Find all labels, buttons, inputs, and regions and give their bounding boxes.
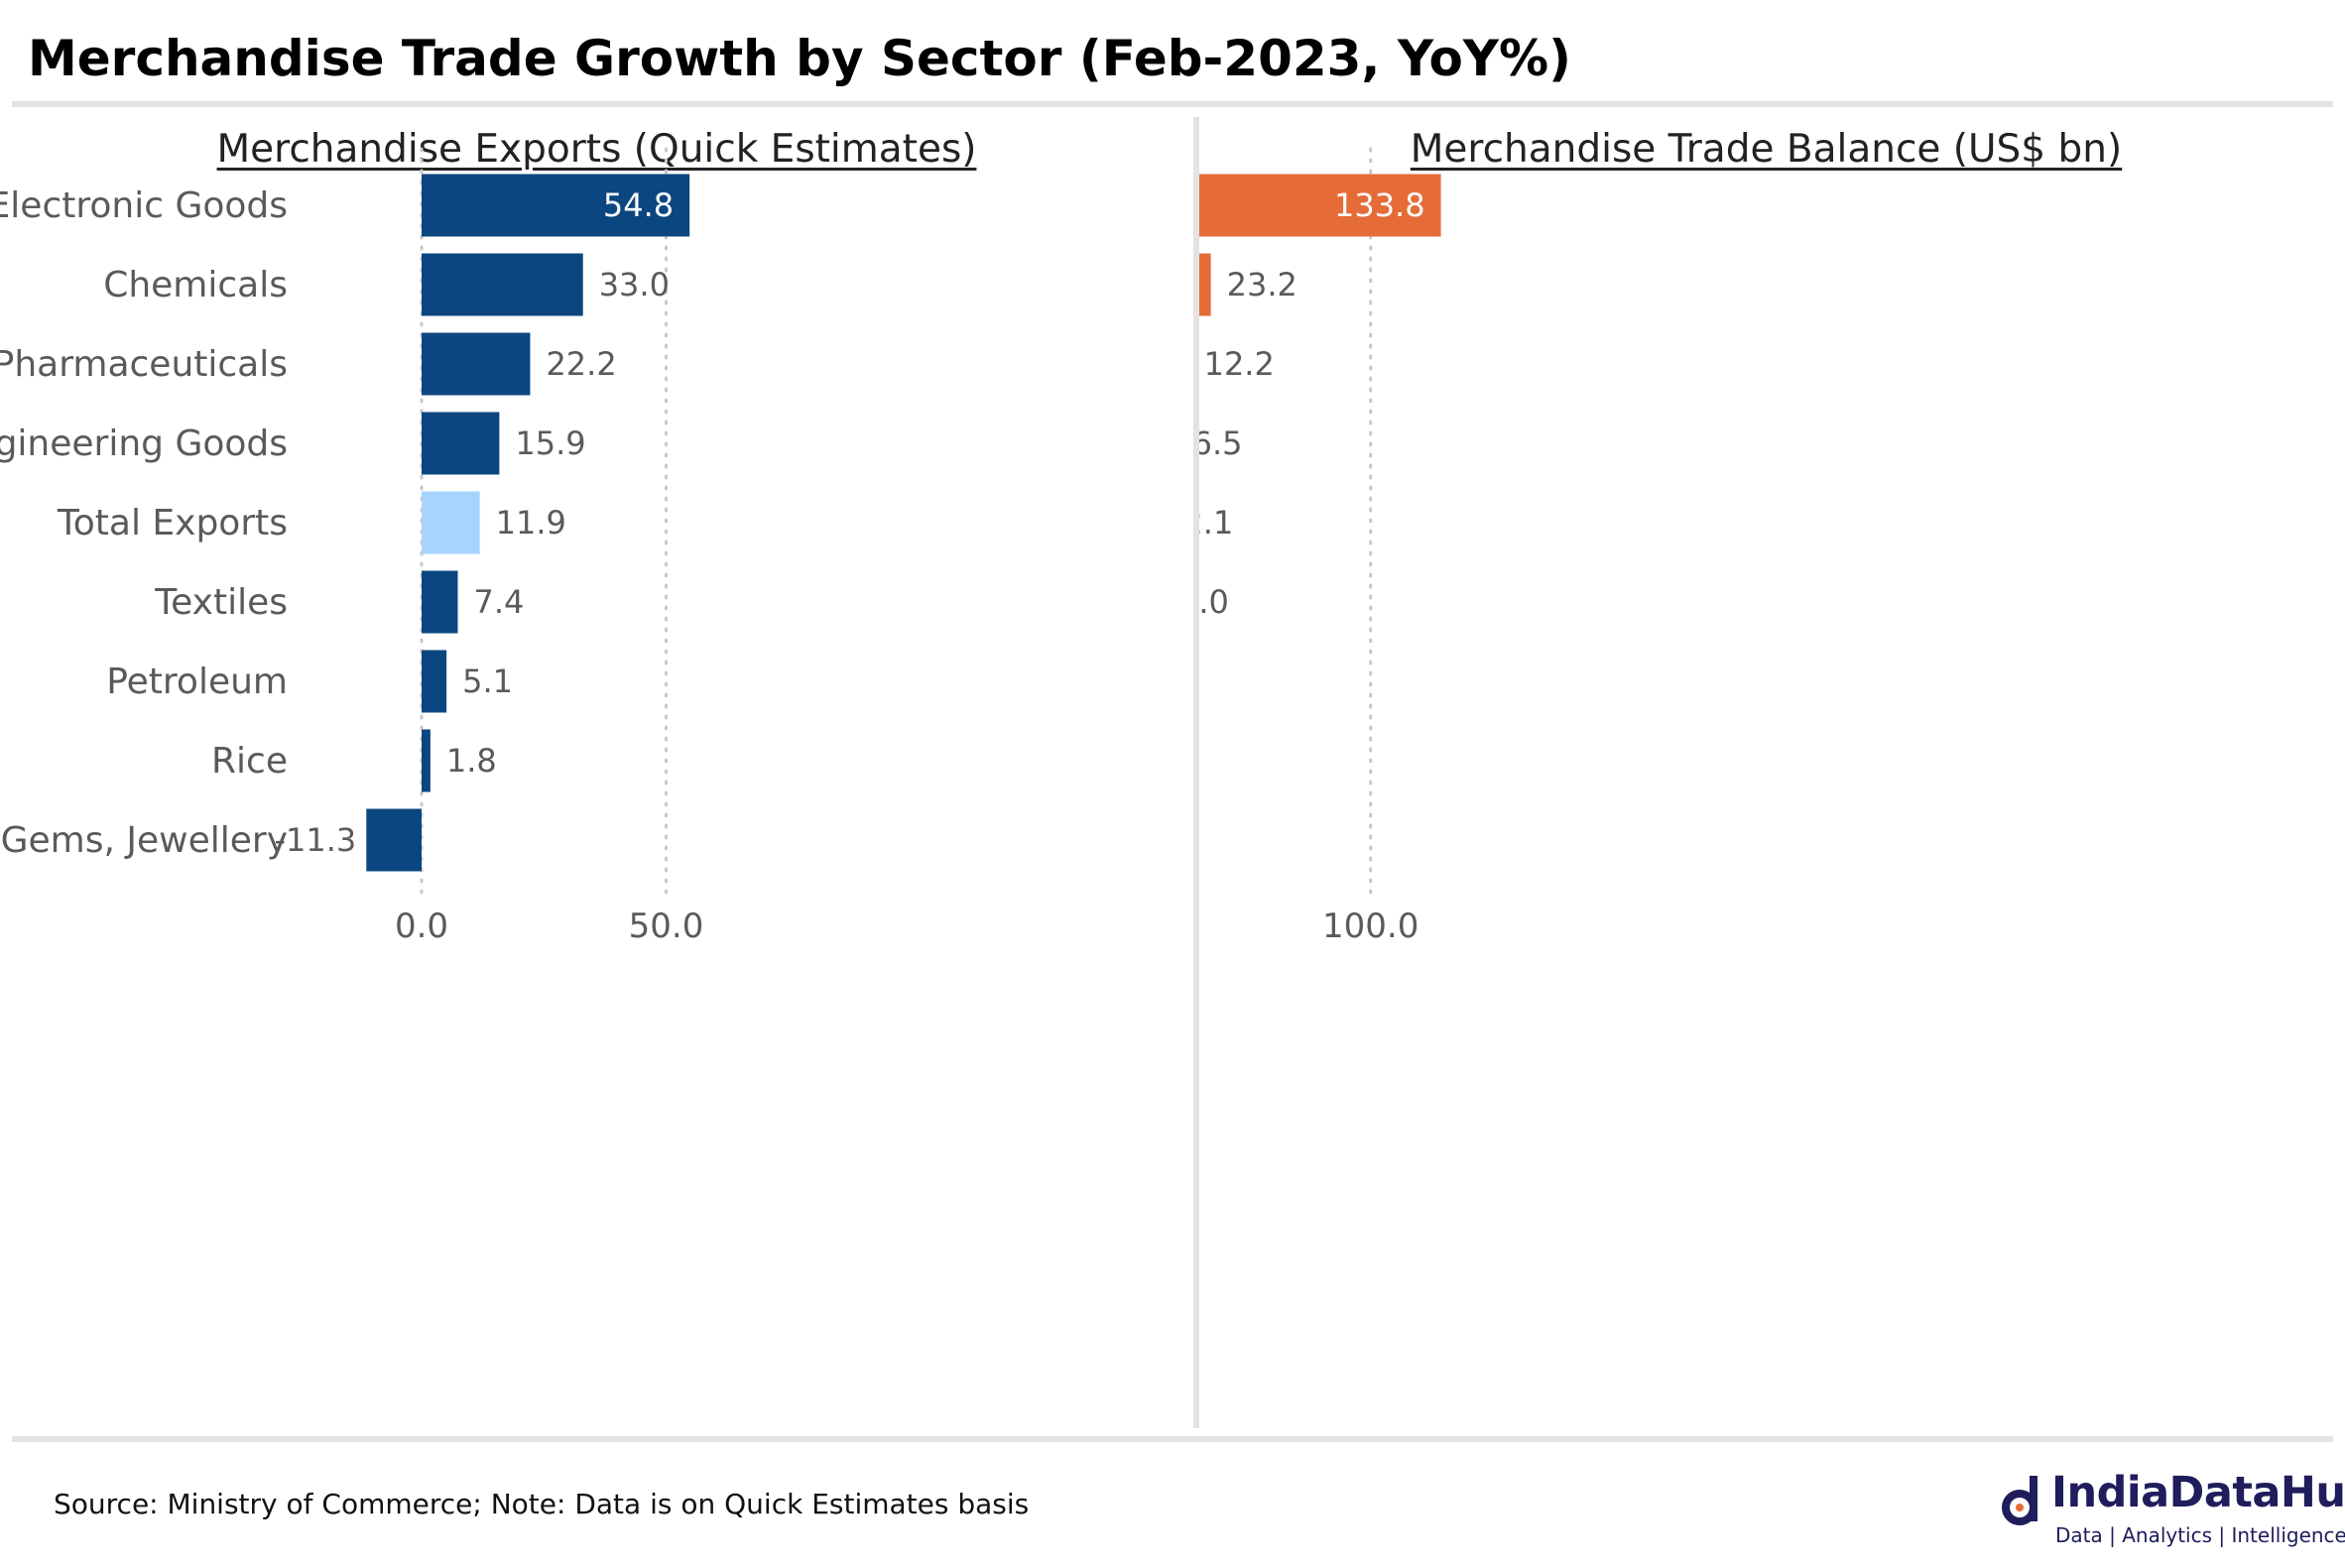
exports-value-label: -11.3 (274, 821, 356, 859)
exports-category-label: Petroleum (106, 662, 288, 702)
exports-bar-chart: 0.0 50.0 Electronic Goods 54.8 Chemicals 33.0… (0, 147, 704, 946)
exports-bar (422, 332, 531, 396)
exports-category-label: Chemicals (103, 265, 288, 305)
exports-category-label: Total Exports (57, 503, 288, 543)
exports-bar (422, 570, 458, 634)
exports-category-label: Textiles (154, 582, 288, 623)
exports-chart-title: Merchandise Exports (Quick Estimates) (216, 127, 977, 172)
exports-value-label: 11.9 (496, 504, 566, 542)
page-title: Merchandise Trade Growth by Sector (Feb-… (28, 30, 1571, 87)
logo-tagline: Data | Analytics | Intelligence (2055, 1523, 2345, 1547)
exports-value-label: 5.1 (462, 663, 513, 700)
balance-bar-chart: 0.0100.0Gold133.8Electronic Goods23.2Tot… (1199, 147, 1441, 946)
balance-chart-title: Merchandise Trade Balance (US$ bn) (1410, 127, 2123, 172)
balance-value-label: 6.5 (1199, 424, 1243, 462)
exports-bar (422, 491, 480, 554)
exports-category-label: Gems, Jewellery (1, 820, 288, 861)
balance-value-label: 23.2 (1227, 266, 1297, 303)
exports-category-label: Rice (211, 741, 288, 782)
exports-value-label: 33.0 (599, 266, 670, 303)
exports-panel: Merchandise Exports (Quick Estimates) 0.… (0, 109, 1193, 1438)
exports-value-label: 54.8 (603, 186, 674, 224)
bottom-divider (12, 1436, 2333, 1442)
exports-category-label: Electronic Goods (0, 185, 288, 226)
exports-value-label: 15.9 (515, 424, 585, 462)
logo-mark-icon (2002, 1476, 2037, 1525)
exports-bar (422, 650, 447, 713)
source-note: Source: Ministry of Commerce; Note: Data… (54, 1488, 1030, 1520)
balance-bar (1199, 253, 1211, 316)
exports-category-label: Engineering Goods (0, 423, 288, 464)
brand-logo[interactable]: IndiaDataHub Data | Analytics | Intellig… (1998, 1468, 2345, 1551)
exports-x-tick-label: 0.0 (395, 906, 448, 946)
balance-panel: Merchandise Trade Balance (US$ bn) 0.0 10… (1199, 109, 2333, 1438)
exports-bar (366, 808, 422, 872)
exports-value-label: 7.4 (473, 583, 524, 621)
exports-category-label: Drugs, Pharmaceuticals (0, 344, 288, 385)
exports-bar (422, 174, 690, 237)
exports-bar (422, 729, 431, 792)
exports-value-label: 1.8 (446, 742, 497, 780)
balance-value-label: 133.8 (1334, 186, 1425, 224)
exports-bar (422, 412, 500, 475)
exports-bar (422, 253, 583, 316)
balance-x-tick-label: 100.0 (1322, 906, 1419, 946)
balance-value-label: 2.1 (1199, 504, 1233, 542)
panel-divider (1193, 117, 1199, 1428)
balance-value-label: 0.0 (1199, 583, 1229, 621)
balance-bar (1199, 174, 1441, 237)
balance-value-label: 12.2 (1204, 345, 1275, 383)
top-divider (12, 101, 2333, 107)
logo-name: IndiaDataHub (2051, 1468, 2345, 1517)
exports-value-label: 22.2 (546, 345, 616, 383)
exports-x-tick-label: 50.0 (629, 906, 704, 946)
